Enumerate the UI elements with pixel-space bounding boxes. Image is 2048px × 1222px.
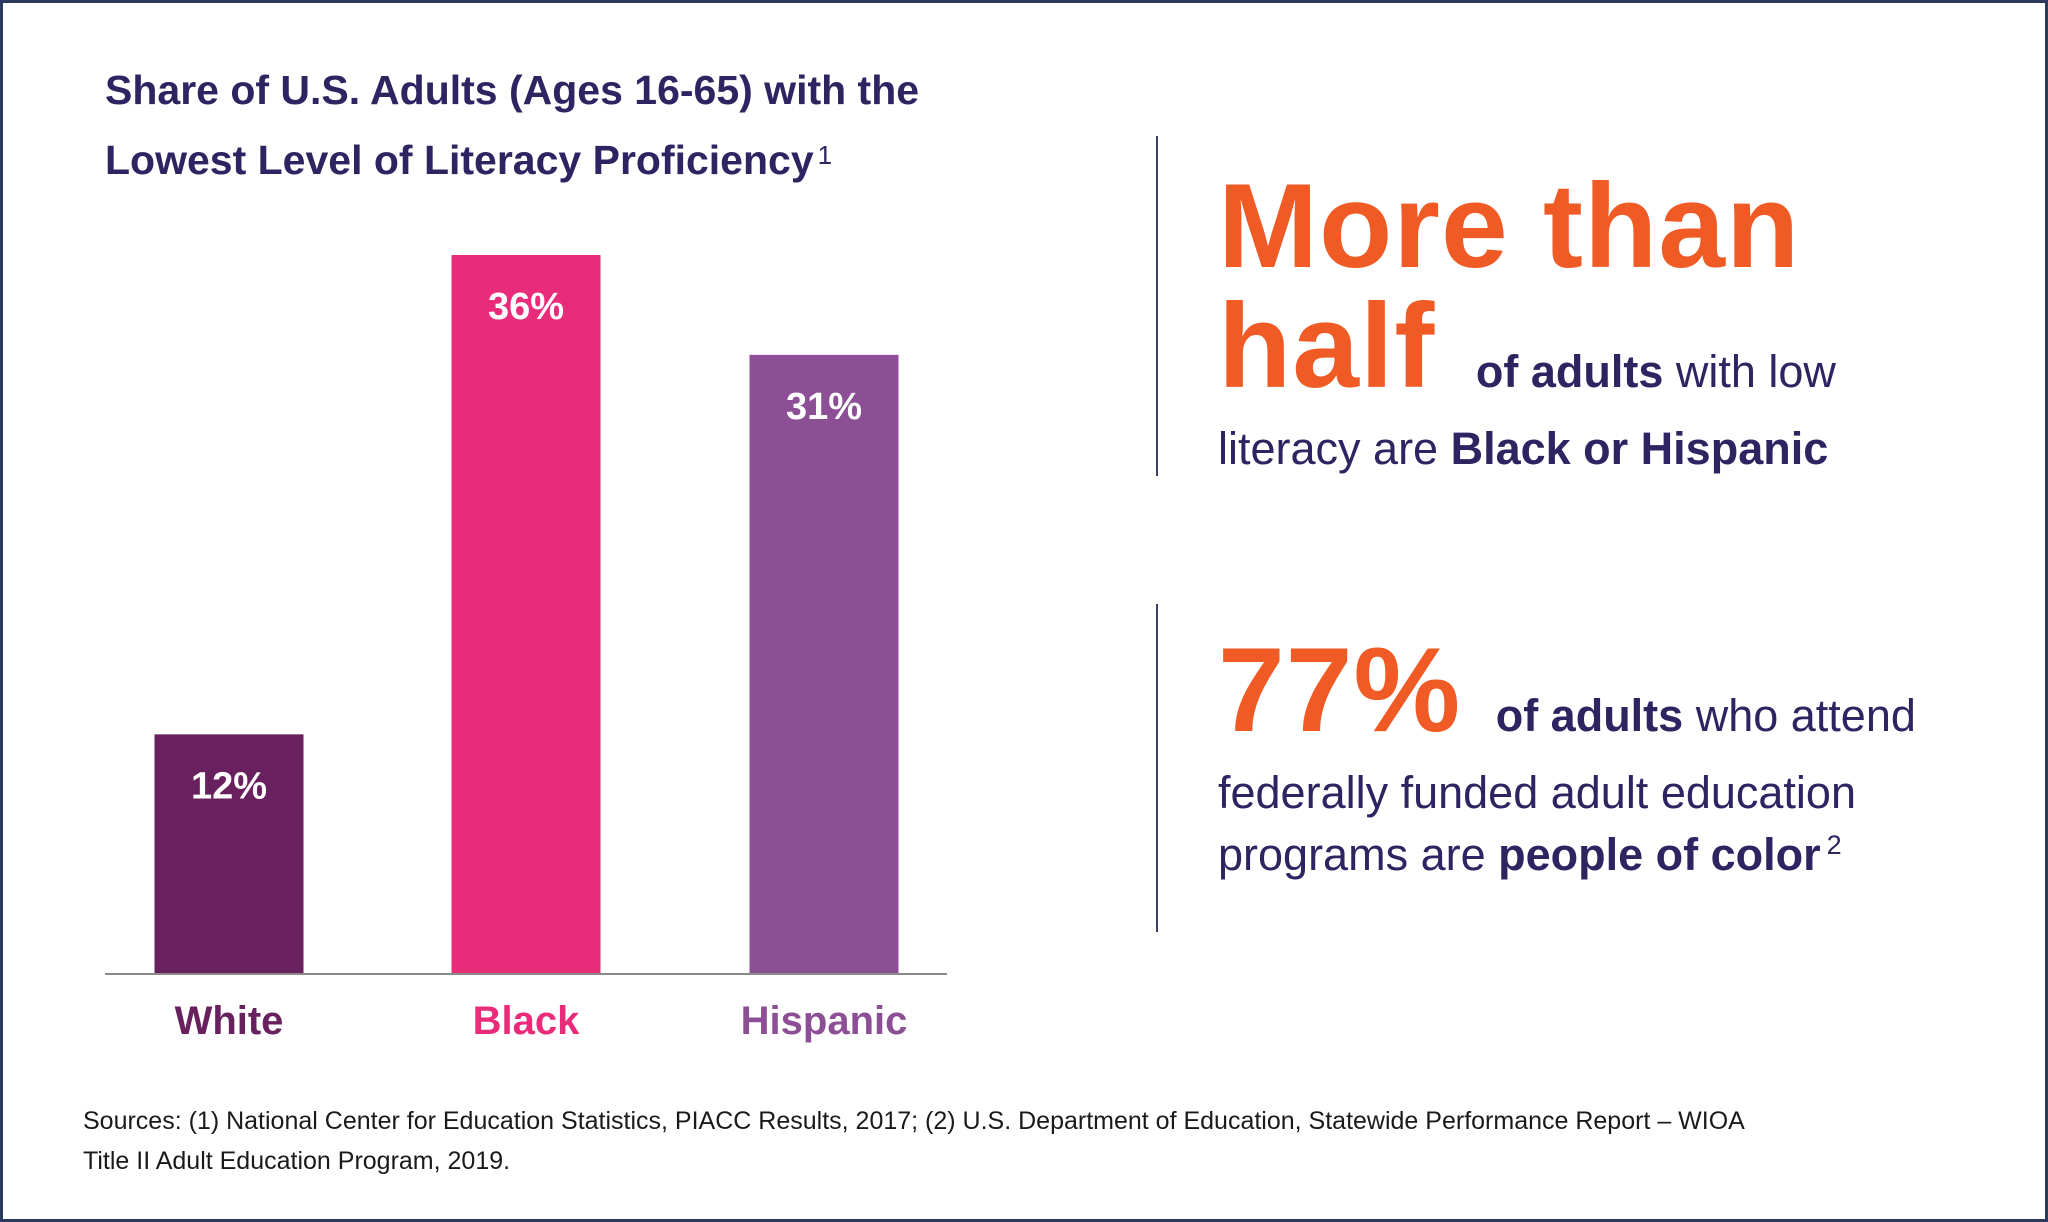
stat2-big: 77%: [1218, 623, 1462, 757]
bar-hispanic: [749, 354, 899, 975]
stat2-text3: programs are: [1218, 829, 1499, 880]
stat-77-percent: 77% of adults who attend federally funde…: [1218, 628, 2028, 892]
stat1-line2: half of adults with low: [1218, 286, 2028, 432]
value-label-white: 12%: [191, 765, 267, 807]
labels-group: 12% White 36% Black 31% Hispanic: [175, 286, 908, 1043]
chart-title-line2: Lowest Level of Literacy Proficiency: [105, 137, 814, 183]
chart-title-line1: Share of U.S. Adults (Ages 16-65) with t…: [105, 67, 920, 113]
stat1-line3: literacy are Black or Hispanic: [1218, 412, 2028, 486]
stat-more-than-half: More than half of adults with low litera…: [1218, 158, 2028, 486]
stat2-bold1: of adults: [1495, 690, 1684, 741]
category-label-white: White: [175, 999, 284, 1043]
stat1-bold2: Black or Hispanic: [1450, 423, 1829, 474]
bar-white: [154, 734, 304, 974]
stat2-text1: who attend: [1683, 690, 1916, 741]
category-label-black: Black: [473, 999, 580, 1043]
stat2-footnote: 2: [1826, 830, 1842, 860]
sources-line2: Title II Adult Education Program, 2019.: [83, 1147, 511, 1175]
bar-chart: 12% White 36% Black 31% Hispanic: [105, 255, 947, 1043]
bars-group: [154, 255, 899, 975]
stat1-bold1: of adults: [1475, 346, 1664, 397]
value-label-black: 36%: [488, 286, 564, 328]
category-label-hispanic: Hispanic: [741, 999, 908, 1043]
chart-title: Share of U.S. Adults (Ages 16-65) with t…: [105, 55, 1065, 200]
stat1-big-line2: half: [1218, 279, 1436, 413]
divider-bottom: [1156, 604, 1158, 932]
stat2-text2: federally funded adult education: [1218, 767, 1856, 818]
bar-black: [451, 255, 601, 974]
stat2-line1: 77% of adults who attend: [1218, 628, 2028, 778]
divider-top: [1156, 136, 1158, 476]
stat1-text1: with low: [1663, 346, 1836, 397]
stat1-text2: literacy are: [1218, 423, 1451, 474]
value-label-hispanic: 31%: [786, 386, 862, 428]
stat2-bold2: people of color: [1498, 829, 1821, 880]
stat1-big-line1: More than: [1218, 159, 1801, 293]
sources-note: Sources: (1) National Center for Educati…: [83, 1101, 1983, 1181]
chart-title-footnote: 1: [817, 140, 833, 170]
sources-line1: Sources: (1) National Center for Educati…: [83, 1107, 1745, 1135]
stat2-line3: programs are people of color 2: [1218, 824, 2028, 892]
